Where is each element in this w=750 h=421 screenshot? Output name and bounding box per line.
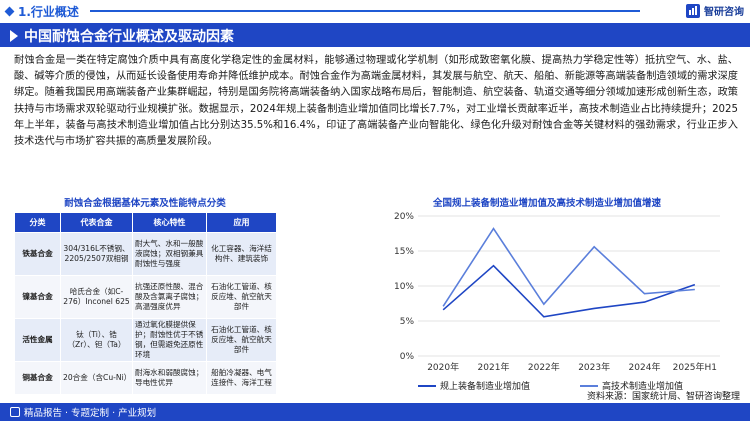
legend-label: 高技术制造业增加值	[602, 380, 683, 392]
x-tick-label: 2021年	[478, 361, 510, 373]
x-tick-label: 2024年	[629, 361, 661, 373]
y-tick-label: 5%	[400, 317, 415, 327]
alloys-cell: 20合金（含Cu-Ni）	[60, 361, 133, 395]
brand-logo-icon	[686, 3, 700, 18]
application-cell: 石油化工管道、核反应堆、航空航天部件	[206, 275, 277, 319]
category-cell: 镍基合金	[14, 275, 61, 319]
table-row: 铁基合金 304/316L不锈钢、2205/2507双相钢 耐大气、水和一般酸液…	[14, 232, 277, 276]
application-cell: 船舶冷凝器、电气连接件、海洋工程	[206, 361, 277, 395]
x-tick-label: 2025年H1	[673, 361, 717, 373]
page-title: 中国耐蚀合金行业概述及驱动因素	[10, 26, 234, 46]
alloys-cell: 304/316L不锈钢、2205/2507双相钢	[60, 232, 133, 276]
table-header-cell: 代表合金	[60, 212, 133, 233]
chart-title: 全国规上装备制造业增加值及高技术制造业增加值增速	[432, 198, 661, 209]
report-icon	[10, 407, 20, 417]
source-note: 资料来源：国家统计局、智研咨询整理	[586, 392, 740, 402]
category-cell: 铜基合金	[14, 361, 61, 395]
table-row: 活性金属 钛（Ti）、锆（Zr）、钽（Ta） 通过氧化膜提供保护；耐蚀性优于不锈…	[14, 318, 277, 362]
alloy-classification-table: 分类 代表合金 核心特性 应用 铁基合金 304/316L不锈钢、2205/25…	[14, 212, 277, 395]
x-tick-label: 2022年	[528, 361, 560, 373]
features-cell: 耐大气、水和一般酸液腐蚀；双相钢兼具耐蚀性与强度	[132, 232, 207, 276]
table-title: 耐蚀合金根据基体元素及性能特点分类	[64, 198, 226, 209]
section-label-text: 1.行业概述	[18, 5, 79, 19]
header-divider	[90, 10, 640, 12]
alloys-cell: 哈氏合金（如C-276）Inconel 625	[60, 275, 133, 319]
application-cell: 石油化工管道、核反应堆、航空航天部件	[206, 318, 277, 362]
table-header-row: 分类 代表合金 核心特性 应用	[14, 212, 277, 233]
category-cell: 活性金属	[14, 318, 61, 362]
features-cell: 抗强还原性酸、混合酸及含氯离子腐蚀；高温强度优异	[132, 275, 207, 319]
page-title-text: 中国耐蚀合金行业概述及驱动因素	[24, 29, 234, 45]
footer-tagline: 精品报告 · 专题定制 · 产业规划	[24, 408, 157, 419]
x-tick-label: 2020年	[427, 361, 459, 373]
top-header: 1.行业概述 智研咨询	[0, 0, 750, 22]
table-header-cell: 核心特性	[132, 212, 207, 233]
growth-line-chart: 0% 5% 10% 15% 20% 2020年 2021年 2022年 2023年 2024年 20…	[394, 212, 720, 392]
y-tick-label: 0%	[400, 352, 415, 362]
diamond-bullet-icon	[4, 6, 15, 17]
x-tick-label: 2023年	[578, 361, 610, 373]
brand: 智研咨询	[686, 3, 744, 18]
category-cell: 铁基合金	[14, 232, 61, 276]
y-tick-label: 15%	[394, 247, 414, 257]
brand-name: 智研咨询	[704, 7, 744, 18]
series-line-2	[442, 227, 695, 307]
series-line-1	[442, 264, 696, 318]
features-cell: 耐海水和弱酸腐蚀；导电性优异	[132, 361, 207, 395]
section-label: 1.行业概述	[4, 3, 79, 20]
intro-paragraph: 耐蚀合金是一类在特定腐蚀介质中具有高度化学稳定性的金属材料，能够通过物理或化学机…	[14, 55, 738, 148]
footer-bar: 精品报告 · 专题定制 · 产业规划	[0, 403, 750, 421]
features-cell: 通过氧化膜提供保护；耐蚀性优于不锈钢，但需避免还原性环境	[132, 318, 207, 362]
application-cell: 化工容器、海洋结构件、建筑装饰	[206, 232, 277, 276]
table-row: 铜基合金 20合金（含Cu-Ni） 耐海水和弱酸腐蚀；导电性优异 船舶冷凝器、电…	[14, 361, 277, 395]
legend-label: 规上装备制造业增加值	[440, 380, 530, 392]
table-header-cell: 分类	[14, 212, 61, 233]
y-tick-label: 10%	[394, 282, 414, 292]
y-tick-label: 20%	[394, 212, 414, 222]
footer-text: 精品报告 · 专题定制 · 产业规划	[10, 405, 156, 419]
triangle-marker-icon	[10, 30, 18, 42]
alloys-cell: 钛（Ti）、锆（Zr）、钽（Ta）	[60, 318, 133, 362]
title-bar: 中国耐蚀合金行业概述及驱动因素	[0, 23, 750, 47]
table-row: 镍基合金 哈氏合金（如C-276）Inconel 625 抗强还原性酸、混合酸及…	[14, 275, 277, 319]
table-header-cell: 应用	[206, 212, 277, 233]
